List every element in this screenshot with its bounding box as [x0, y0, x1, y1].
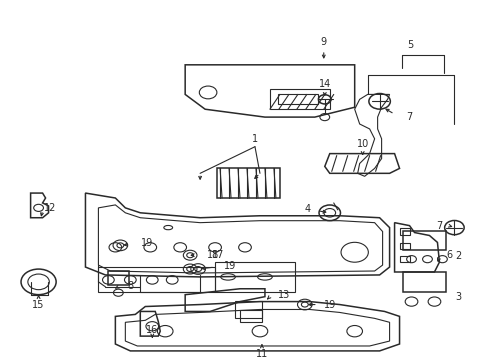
Text: 19: 19 — [141, 238, 153, 248]
Bar — [235, 301, 261, 318]
Text: 15: 15 — [32, 300, 45, 310]
Text: 14: 14 — [318, 78, 330, 89]
Text: 7: 7 — [435, 221, 442, 231]
Bar — [399, 243, 409, 249]
Text: 6: 6 — [446, 250, 451, 260]
Bar — [240, 310, 262, 322]
Text: 19: 19 — [224, 261, 236, 271]
Bar — [108, 271, 129, 285]
Bar — [402, 272, 446, 292]
Bar — [277, 94, 317, 104]
Bar — [215, 262, 294, 292]
Bar — [399, 228, 409, 234]
Text: 10: 10 — [356, 139, 368, 149]
Bar — [402, 231, 446, 250]
Text: 7: 7 — [406, 112, 412, 122]
Text: 18: 18 — [206, 250, 219, 260]
Text: 3: 3 — [454, 292, 461, 302]
Bar — [269, 90, 329, 109]
Text: 4: 4 — [304, 204, 310, 214]
Text: 1: 1 — [251, 134, 258, 144]
Text: 12: 12 — [44, 203, 57, 213]
Text: 16: 16 — [146, 325, 158, 335]
Text: 5: 5 — [407, 40, 413, 50]
Text: 8: 8 — [127, 281, 133, 291]
Bar — [399, 256, 409, 262]
Text: 9: 9 — [320, 37, 326, 47]
Bar — [217, 168, 279, 198]
Text: 2: 2 — [454, 251, 461, 261]
Text: 17: 17 — [211, 250, 224, 260]
Bar — [98, 267, 215, 292]
Text: 13: 13 — [277, 290, 289, 300]
Text: 19: 19 — [323, 300, 335, 310]
Text: 11: 11 — [255, 349, 267, 359]
